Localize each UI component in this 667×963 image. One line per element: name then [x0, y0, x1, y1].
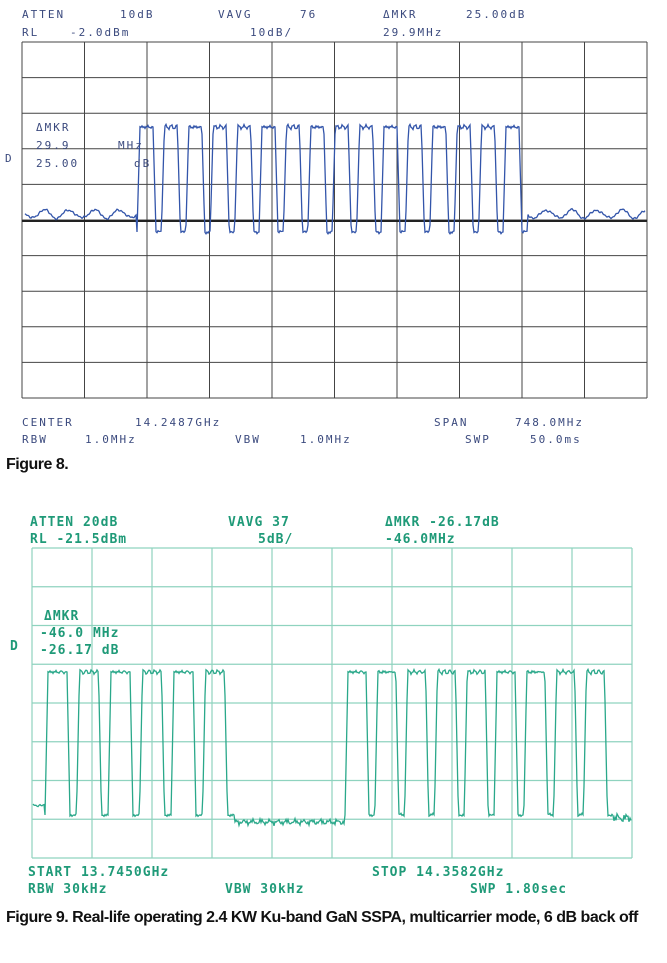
header: 5dB/: [258, 532, 293, 547]
footer: SPAN: [434, 416, 469, 429]
caption: Figure 9. Real-life operating 2.4 KW Ku-…: [6, 909, 638, 926]
header: -46.0MHz: [385, 532, 456, 547]
marker: MHz: [118, 139, 144, 152]
marker: 25.00: [36, 157, 79, 170]
header: RL -21.5dBm: [30, 532, 127, 547]
footer: START 13.7450GHz: [28, 865, 169, 880]
footer: SWP 1.80sec: [470, 882, 567, 897]
trace: [32, 667, 632, 828]
header: VAVG 37: [228, 515, 290, 530]
marker: dB: [134, 157, 151, 170]
header: ATTEN 20dB: [30, 515, 118, 530]
marker: -26.17 dB: [40, 643, 119, 658]
footer: 1.0MHz: [85, 433, 137, 446]
marker: 29.9: [36, 139, 71, 152]
header: ΔMKR: [383, 8, 418, 21]
header: VAVG: [218, 8, 253, 21]
footer: VBW: [235, 433, 261, 446]
footer: RBW: [22, 433, 48, 446]
footer: CENTER: [22, 416, 74, 429]
marker: -46.0 MHz: [40, 626, 119, 641]
footer: RBW 30kHz: [28, 882, 107, 897]
footer: 1.0MHz: [300, 433, 352, 446]
footer: 50.0ms: [530, 433, 582, 446]
trace: [24, 122, 646, 235]
caption: Figure 8.: [6, 456, 69, 473]
header: 10dB/: [250, 26, 293, 39]
figure-8: ATTEN 10dB VAVG 76 ΔMKR 25.00dB RL -2.0d…: [5, 8, 648, 446]
marker: ΔMKR: [44, 609, 79, 624]
header: ΔMKR -26.17dB: [385, 515, 500, 530]
header: 29.9MHz: [383, 26, 443, 39]
footer: VBW 30kHz: [225, 882, 304, 897]
header: ATTEN: [22, 8, 65, 21]
trace-label: D: [10, 639, 19, 654]
footer: 14.2487GHz: [135, 416, 221, 429]
footer: SWP: [465, 433, 491, 446]
header: 25.00dB: [466, 8, 526, 21]
footer: STOP 14.3582GHz: [372, 865, 504, 880]
header: RL: [22, 26, 39, 39]
footer: 748.0MHz: [515, 416, 584, 429]
figure-9: ATTEN 20dB VAVG 37 ΔMKR -26.17dB RL -21.…: [10, 515, 633, 897]
header: 10dB: [120, 8, 155, 21]
trace-label: D: [5, 152, 14, 165]
header: 76: [300, 8, 317, 21]
header: -2.0dBm: [70, 26, 130, 39]
marker: ΔMKR: [36, 121, 71, 134]
